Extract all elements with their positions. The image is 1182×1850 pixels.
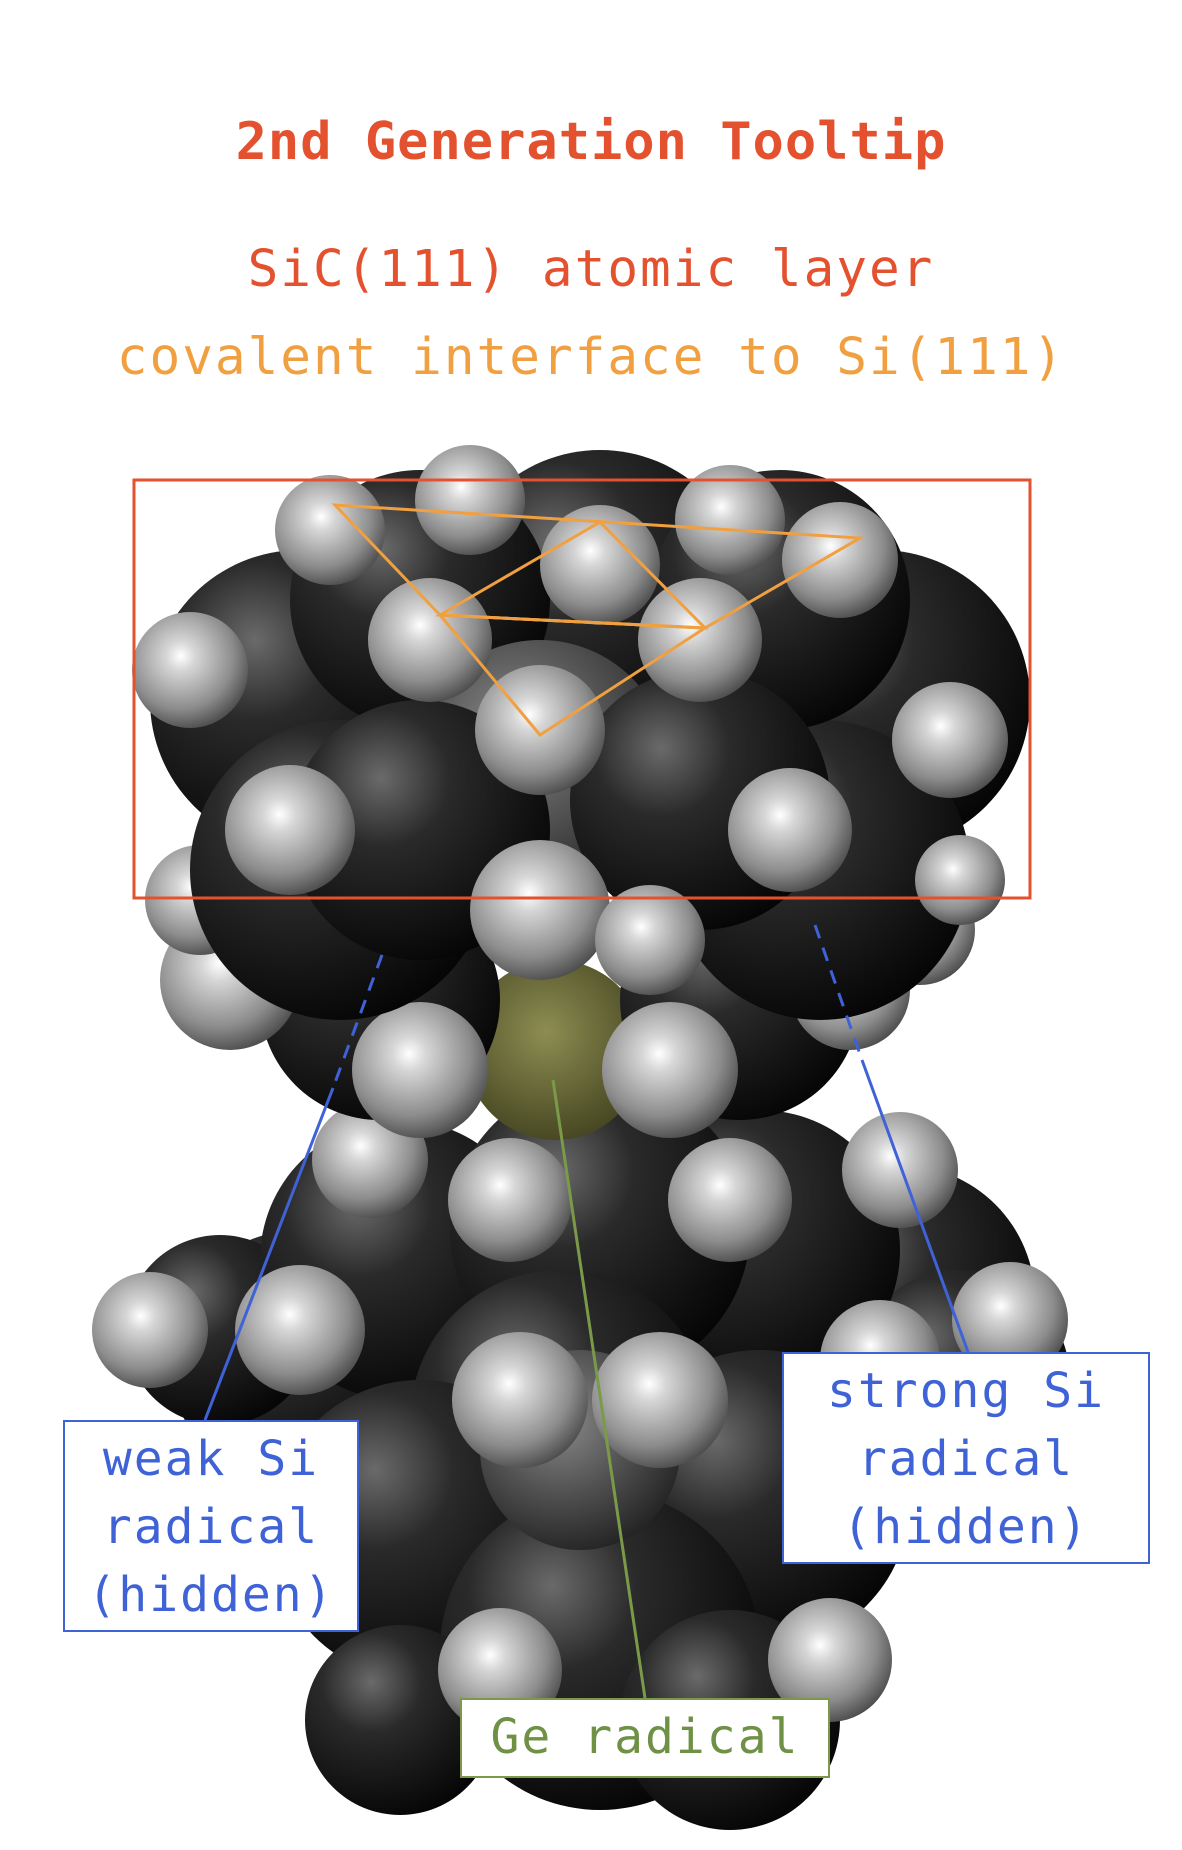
interface-caption: covalent interface to Si(111)	[116, 328, 1066, 387]
ge-pointer	[551, 1079, 647, 1699]
ge-atom	[465, 960, 645, 1140]
sic-layer-caption: SiC(111) atomic layer	[247, 240, 935, 299]
weak-label-line-3: (hidden)	[87, 1567, 335, 1623]
strong-si-radical-label: strong Si radical (hidden)	[782, 1352, 1150, 1564]
weak-si-radical-label: weak Si radical (hidden)	[63, 1420, 359, 1632]
strong-label-line-2: radical	[857, 1431, 1075, 1487]
diagram-title: 2nd Generation Tooltip	[235, 112, 947, 172]
ge-radical-label: Ge radical	[460, 1698, 830, 1778]
weak-si-pointer	[203, 954, 384, 1421]
upper-molecule	[132, 445, 1030, 1020]
interface-triangles	[331, 503, 866, 737]
strong-si-pointer	[813, 924, 970, 1353]
sic-layer-box	[132, 478, 1032, 900]
strong-label-line-1: strong Si	[826, 1363, 1106, 1419]
strong-label-line-3: (hidden)	[842, 1499, 1090, 1555]
weak-label-line-1: weak Si	[102, 1431, 320, 1487]
weak-label-line-2: radical	[102, 1499, 320, 1555]
